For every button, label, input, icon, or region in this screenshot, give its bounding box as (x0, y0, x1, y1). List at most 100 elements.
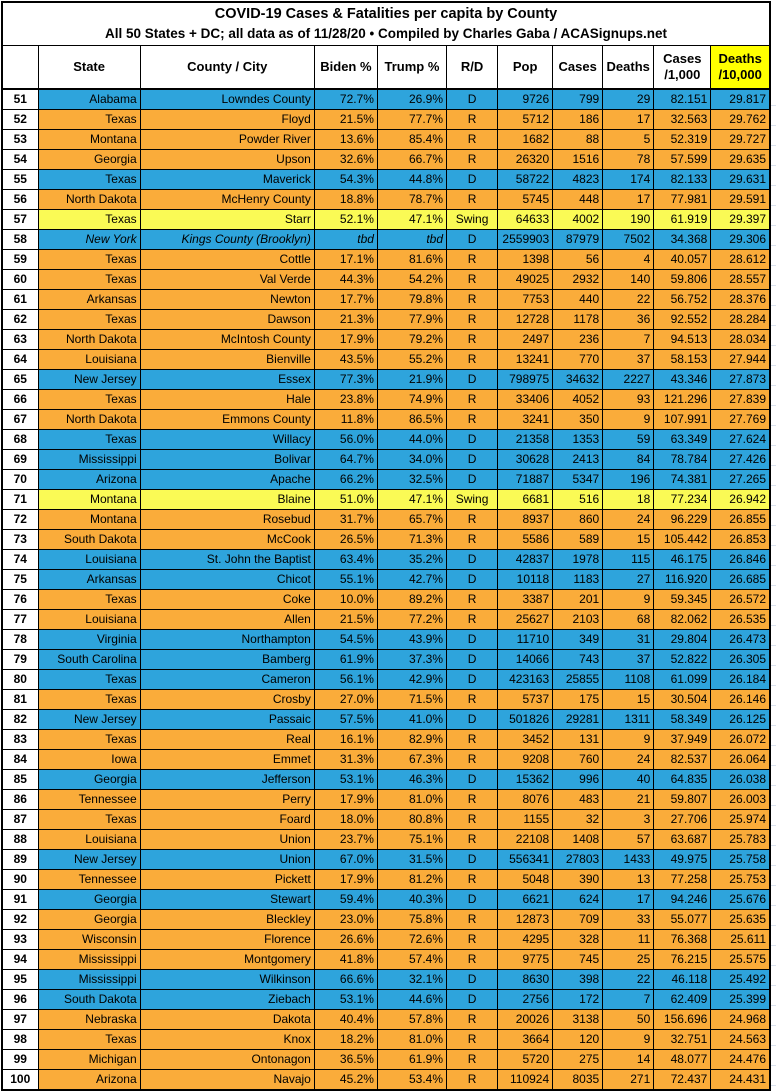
cell-pop[interactable]: 5745 (497, 189, 554, 210)
cell-rd[interactable]: D (446, 469, 499, 490)
cell-deaths_per_10000[interactable]: 29.306 (710, 229, 771, 250)
cell-rank[interactable]: 63 (1, 329, 39, 350)
cell-county[interactable]: Union (139, 829, 315, 850)
cell-deaths[interactable]: 7 (602, 329, 655, 350)
cell-rank[interactable]: 69 (1, 449, 39, 470)
cell-cases_per_1000[interactable]: 34.368 (653, 229, 712, 250)
cell-rank[interactable]: 77 (1, 609, 39, 630)
cell-trump[interactable]: 42.9% (376, 669, 448, 690)
cell-state[interactable]: Texas (37, 169, 141, 190)
cell-trump[interactable]: 55.2% (376, 349, 448, 370)
cell-cases_per_1000[interactable]: 78.784 (653, 449, 712, 470)
cell-state[interactable]: Montana (37, 129, 141, 150)
cell-trump[interactable]: 34.0% (376, 449, 448, 470)
cell-rd[interactable]: D (446, 429, 499, 450)
cell-deaths[interactable]: 17 (602, 189, 655, 210)
cell-state[interactable]: Arkansas (37, 289, 141, 310)
cell-cases[interactable]: 743 (552, 649, 604, 670)
cell-cases_per_1000[interactable]: 32.751 (653, 1029, 712, 1050)
cell-state[interactable]: Texas (37, 389, 141, 410)
cell-deaths[interactable]: 31 (602, 629, 655, 650)
cell-state[interactable]: South Carolina (37, 649, 141, 670)
cell-state[interactable]: Nebraska (37, 1009, 141, 1030)
cell-biden[interactable]: 17.1% (313, 249, 378, 270)
cell-rd[interactable]: D (446, 769, 499, 790)
cell-pop[interactable]: 6681 (497, 489, 554, 510)
cell-county[interactable]: Rosebud (139, 509, 315, 530)
cell-cases[interactable]: 131 (552, 729, 604, 750)
cell-county[interactable]: Passaic (139, 709, 315, 730)
cell-state[interactable]: Texas (37, 1029, 141, 1050)
cell-deaths[interactable]: 17 (602, 109, 655, 130)
cell-pop[interactable]: 20026 (497, 1009, 554, 1030)
cell-cases[interactable]: 390 (552, 869, 604, 890)
header-cases-per-1000[interactable]: Cases /1,000 (653, 45, 712, 90)
cell-deaths_per_10000[interactable]: 25.611 (710, 929, 771, 950)
cell-biden[interactable]: 18.2% (313, 1029, 378, 1050)
cell-rank[interactable]: 91 (1, 889, 39, 910)
cell-county[interactable]: Emmet (139, 749, 315, 770)
cell-rd[interactable]: R (446, 1029, 499, 1050)
cell-state[interactable]: Texas (37, 669, 141, 690)
cell-cases_per_1000[interactable]: 96.229 (653, 509, 712, 530)
cell-state[interactable]: Mississippi (37, 949, 141, 970)
cell-rank[interactable]: 74 (1, 549, 39, 570)
cell-rd[interactable]: R (446, 329, 499, 350)
cell-pop[interactable]: 9208 (497, 749, 554, 770)
cell-trump[interactable]: 57.8% (376, 1009, 448, 1030)
cell-deaths[interactable]: 14 (602, 1049, 655, 1070)
cell-county[interactable]: Val Verde (139, 269, 315, 290)
cell-county[interactable]: Stewart (139, 889, 315, 910)
cell-trump[interactable]: 44.8% (376, 169, 448, 190)
cell-rd[interactable]: R (446, 809, 499, 830)
cell-cases_per_1000[interactable]: 46.175 (653, 549, 712, 570)
cell-trump[interactable]: 71.5% (376, 689, 448, 710)
cell-rank[interactable]: 61 (1, 289, 39, 310)
cell-pop[interactable]: 423163 (497, 669, 554, 690)
cell-county[interactable]: Northampton (139, 629, 315, 650)
cell-cases_per_1000[interactable]: 30.504 (653, 689, 712, 710)
cell-pop[interactable]: 30628 (497, 449, 554, 470)
cell-deaths[interactable]: 21 (602, 789, 655, 810)
cell-biden[interactable]: 64.7% (313, 449, 378, 470)
cell-pop[interactable]: 556341 (497, 849, 554, 870)
cell-deaths[interactable]: 78 (602, 149, 655, 170)
cell-pop[interactable]: 33406 (497, 389, 554, 410)
cell-deaths[interactable]: 7 (602, 989, 655, 1010)
cell-cases_per_1000[interactable]: 48.077 (653, 1049, 712, 1070)
cell-deaths_per_10000[interactable]: 29.397 (710, 209, 771, 230)
cell-rd[interactable]: R (446, 1049, 499, 1070)
cell-cases_per_1000[interactable]: 116.920 (653, 569, 712, 590)
cell-rank[interactable]: 52 (1, 109, 39, 130)
cell-county[interactable]: Bamberg (139, 649, 315, 670)
cell-cases[interactable]: 5347 (552, 469, 604, 490)
cell-biden[interactable]: 67.0% (313, 849, 378, 870)
cell-county[interactable]: Lowndes County (139, 88, 315, 110)
cell-rank[interactable]: 58 (1, 229, 39, 250)
cell-cases_per_1000[interactable]: 52.822 (653, 649, 712, 670)
cell-county[interactable]: Perry (139, 789, 315, 810)
cell-cases[interactable]: 996 (552, 769, 604, 790)
cell-cases[interactable]: 349 (552, 629, 604, 650)
cell-biden[interactable]: 77.3% (313, 369, 378, 390)
cell-cases[interactable]: 709 (552, 909, 604, 930)
cell-biden[interactable]: 45.2% (313, 1069, 378, 1091)
cell-deaths_per_10000[interactable]: 27.839 (710, 389, 771, 410)
cell-rank[interactable]: 89 (1, 849, 39, 870)
cell-biden[interactable]: 17.9% (313, 789, 378, 810)
cell-cases_per_1000[interactable]: 52.319 (653, 129, 712, 150)
cell-rd[interactable]: D (446, 569, 499, 590)
cell-trump[interactable]: 81.6% (376, 249, 448, 270)
cell-county[interactable]: Powder River (139, 129, 315, 150)
cell-pop[interactable]: 25627 (497, 609, 554, 630)
cell-rd[interactable]: R (446, 529, 499, 550)
cell-state[interactable]: Texas (37, 309, 141, 330)
cell-cases_per_1000[interactable]: 46.118 (653, 969, 712, 990)
cell-deaths_per_10000[interactable]: 26.942 (710, 489, 771, 510)
cell-cases_per_1000[interactable]: 72.437 (653, 1069, 712, 1091)
cell-state[interactable]: New York (37, 229, 141, 250)
cell-state[interactable]: Arkansas (37, 569, 141, 590)
cell-deaths_per_10000[interactable]: 25.753 (710, 869, 771, 890)
cell-biden[interactable]: 27.0% (313, 689, 378, 710)
cell-cases_per_1000[interactable]: 92.552 (653, 309, 712, 330)
